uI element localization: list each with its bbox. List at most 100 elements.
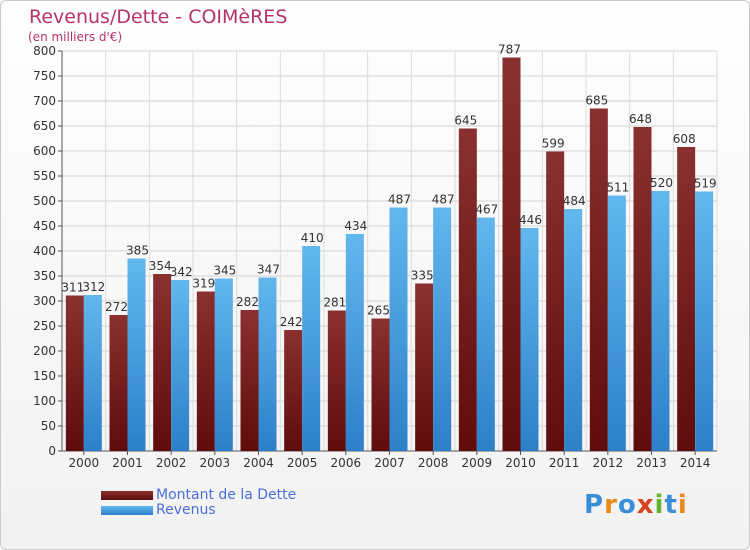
- bar-dette: [502, 57, 521, 451]
- x-tick-label: 2005: [287, 456, 318, 470]
- data-label-dette: 335: [411, 269, 434, 283]
- legend-label-dette: Montant de la Dette: [156, 487, 297, 503]
- x-tick-label: 2014: [680, 456, 711, 470]
- legend-swatch-dette: [101, 490, 153, 500]
- data-label-dette: 354: [149, 259, 172, 273]
- bars: [65, 57, 714, 451]
- y-tick-label: 100: [33, 394, 56, 408]
- bar-revenus: [520, 228, 539, 451]
- bar-dette: [196, 291, 215, 451]
- bar-dette: [153, 274, 172, 451]
- logo-letter: x: [636, 490, 655, 520]
- data-label-revenus: 519: [694, 177, 717, 191]
- logo-letter: i: [654, 490, 665, 520]
- data-label-dette: 242: [280, 315, 303, 329]
- data-label-revenus: 410: [301, 231, 324, 245]
- legend-swatch-revenus: [101, 505, 153, 515]
- bar-revenus: [258, 277, 277, 451]
- data-label-revenus: 511: [606, 181, 629, 195]
- data-label-dette: 272: [105, 300, 128, 314]
- y-tick-label: 0: [48, 444, 56, 458]
- bar-dette: [415, 283, 434, 451]
- data-label-revenus: 446: [519, 213, 542, 227]
- x-tick-label: 2013: [636, 456, 667, 470]
- data-label-revenus: 487: [388, 193, 411, 207]
- x-tick-label: 2007: [374, 456, 405, 470]
- data-label-dette: 282: [236, 295, 259, 309]
- data-label-revenus: 487: [432, 193, 455, 207]
- bar-revenus: [433, 207, 452, 451]
- legend-item-revenus: Revenus: [101, 502, 216, 518]
- x-tick-label: 2009: [462, 456, 493, 470]
- y-tick-label: 250: [33, 319, 56, 333]
- logo-letter: r: [604, 490, 618, 520]
- x-tick-label: 2011: [549, 456, 580, 470]
- y-tick-label: 600: [33, 144, 56, 158]
- y-tick-label: 200: [33, 344, 56, 358]
- bar-revenus: [476, 217, 495, 451]
- data-label-dette: 685: [585, 94, 608, 108]
- x-tick-label: 2012: [593, 456, 624, 470]
- bar-dette: [327, 310, 346, 451]
- data-label-revenus: 484: [563, 194, 586, 208]
- bar-revenus: [214, 278, 233, 451]
- x-tick-label: 2008: [418, 456, 449, 470]
- data-label-revenus: 385: [126, 244, 149, 258]
- data-label-dette: 648: [629, 112, 652, 126]
- bar-revenus: [127, 258, 146, 451]
- x-tick-label: 2004: [243, 456, 274, 470]
- bar-dette: [677, 147, 696, 451]
- logo-letter: t: [664, 490, 678, 520]
- bar-revenus: [389, 207, 408, 451]
- y-tick-label: 750: [33, 69, 56, 83]
- logo-letter: P: [584, 490, 605, 520]
- y-tick-label: 700: [33, 94, 56, 108]
- y-tick-label: 500: [33, 194, 56, 208]
- y-tick-label: 550: [33, 169, 56, 183]
- data-label-revenus: 434: [344, 219, 367, 233]
- bar-revenus: [171, 280, 190, 451]
- bar-dette: [633, 127, 652, 451]
- data-label-dette: 599: [542, 137, 565, 151]
- y-tick-label: 350: [33, 269, 56, 283]
- bar-revenus: [651, 191, 670, 451]
- data-label-dette: 319: [192, 277, 215, 291]
- x-tick-label: 2001: [112, 456, 143, 470]
- x-tick-label: 2006: [331, 456, 362, 470]
- bar-dette: [589, 108, 608, 451]
- logo-letter: i: [677, 490, 688, 520]
- data-label-revenus: 345: [213, 264, 236, 278]
- bar-dette: [458, 128, 477, 451]
- data-label-revenus: 520: [650, 176, 673, 190]
- y-tick-label: 150: [33, 369, 56, 383]
- bar-revenus: [607, 195, 626, 451]
- bar-dette: [546, 151, 565, 451]
- bar-revenus: [83, 295, 102, 451]
- y-tick-label: 400: [33, 244, 56, 258]
- x-tick-label: 2010: [505, 456, 536, 470]
- bar-dette: [240, 310, 259, 451]
- chart-title: Revenus/Dette - COIMèRES: [29, 6, 288, 28]
- data-label-dette: 787: [498, 43, 521, 57]
- proxiti-logo: Proxiti: [584, 490, 688, 520]
- data-label-revenus: 312: [82, 280, 105, 294]
- data-label-dette: 645: [454, 114, 477, 128]
- x-tick-label: 2003: [200, 456, 231, 470]
- data-label-dette: 281: [323, 296, 346, 310]
- bar-revenus: [695, 191, 714, 451]
- bar-revenus: [302, 246, 321, 451]
- bar-dette: [109, 315, 128, 451]
- x-tick-label: 2002: [156, 456, 187, 470]
- bar-dette: [284, 330, 303, 451]
- bar-revenus: [564, 209, 583, 451]
- bar-dette: [65, 295, 84, 451]
- bar-revenus: [345, 234, 364, 451]
- legend-item-dette: Montant de la Dette: [101, 487, 296, 503]
- data-label-dette: 608: [673, 132, 696, 146]
- logo-letter: o: [617, 490, 637, 520]
- bar-dette: [371, 318, 390, 451]
- data-label-dette: 311: [61, 281, 84, 295]
